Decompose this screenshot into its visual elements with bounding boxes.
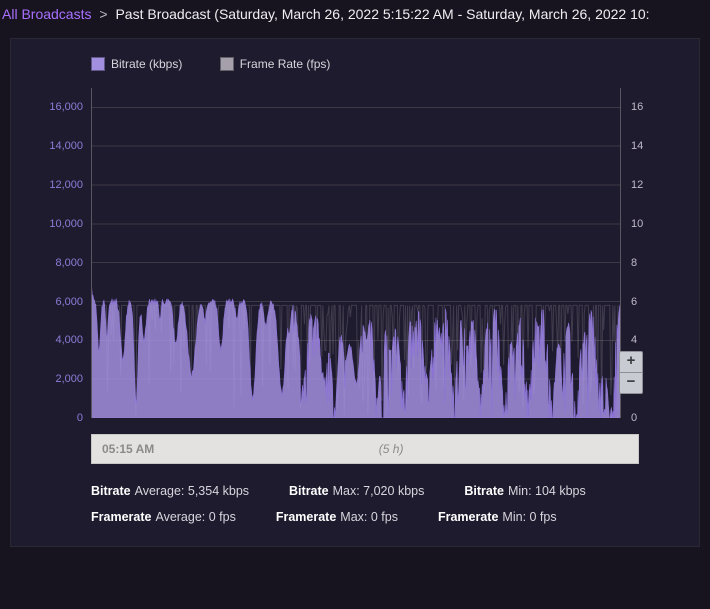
stat-bitrate-min: BitrateMin: 104 kbps bbox=[464, 478, 585, 504]
chart-legend: Bitrate (kbps) Frame Rate (fps) bbox=[91, 57, 679, 74]
stat-bitrate-avg: BitrateAverage: 5,354 kbps bbox=[91, 478, 249, 504]
chart-plot-area: 02,0004,0006,0008,00010,00012,00014,0001… bbox=[91, 88, 639, 418]
stats-block: BitrateAverage: 5,354 kbps BitrateMax: 7… bbox=[91, 478, 639, 530]
legend-label-bitrate: Bitrate (kbps) bbox=[111, 57, 182, 71]
chart-panel: Bitrate (kbps) Frame Rate (fps) 02,0004,… bbox=[10, 38, 700, 547]
stats-row-framerate: FramerateAverage: 0 fps FramerateMax: 0 … bbox=[91, 504, 639, 530]
y-axis-left: 02,0004,0006,0008,00010,00012,00014,0001… bbox=[33, 88, 83, 418]
breadcrumb-separator: > bbox=[95, 6, 111, 22]
legend-swatch-framerate bbox=[220, 57, 234, 71]
legend-label-framerate: Frame Rate (fps) bbox=[240, 57, 331, 71]
chart-svg bbox=[91, 88, 621, 418]
zoom-in-button[interactable]: + bbox=[620, 352, 642, 372]
legend-item-framerate: Frame Rate (fps) bbox=[220, 57, 331, 71]
legend-swatch-bitrate bbox=[91, 57, 105, 71]
time-range-start: 05:15 AM bbox=[102, 442, 154, 456]
legend-item-bitrate: Bitrate (kbps) bbox=[91, 57, 182, 71]
stat-framerate-max: FramerateMax: 0 fps bbox=[276, 504, 398, 530]
stats-row-bitrate: BitrateAverage: 5,354 kbps BitrateMax: 7… bbox=[91, 478, 639, 504]
zoom-out-button[interactable]: − bbox=[620, 372, 642, 393]
stat-framerate-min: FramerateMin: 0 fps bbox=[438, 504, 557, 530]
stat-framerate-avg: FramerateAverage: 0 fps bbox=[91, 504, 236, 530]
stat-bitrate-max: BitrateMax: 7,020 kbps bbox=[289, 478, 424, 504]
breadcrumb-current: Past Broadcast (Saturday, March 26, 2022… bbox=[115, 6, 649, 22]
zoom-control: + − bbox=[619, 351, 643, 394]
time-range-duration: (5 h) bbox=[154, 442, 628, 456]
breadcrumb-all-broadcasts[interactable]: All Broadcasts bbox=[2, 6, 91, 22]
time-range-bar[interactable]: 05:15 AM (5 h) bbox=[91, 434, 639, 464]
breadcrumb: All Broadcasts > Past Broadcast (Saturda… bbox=[0, 0, 710, 30]
